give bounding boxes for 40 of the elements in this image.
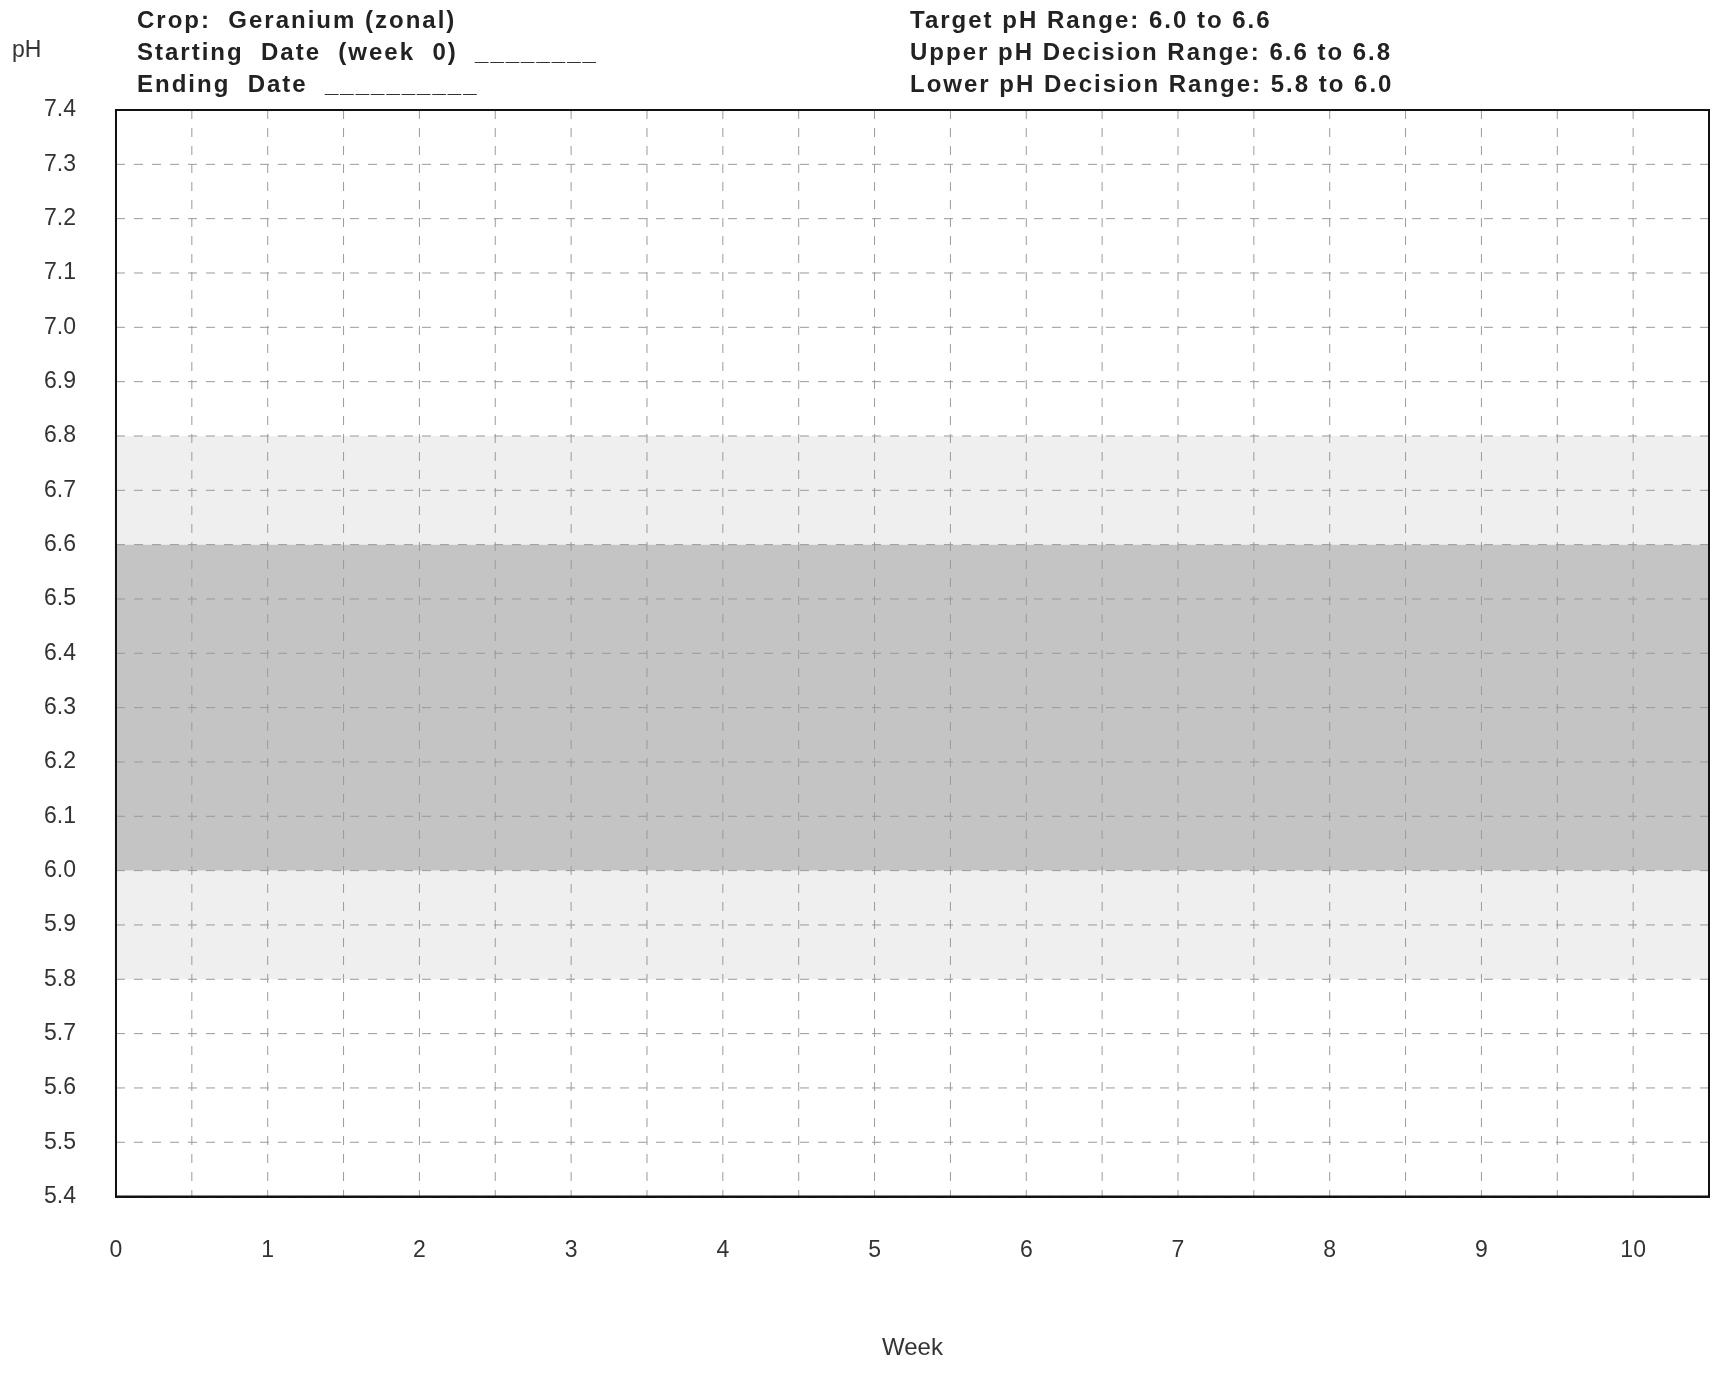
y-tick-label: 5.6 — [43, 1073, 76, 1100]
y-tick-label: 7.4 — [43, 95, 77, 122]
y-tick-label: 6.6 — [43, 529, 76, 556]
text: Lower pH Decision Range: 5.8 to 6.0 — [910, 70, 1394, 98]
x-tick-label: 5 — [868, 1235, 881, 1262]
y-tick-label: 6.4 — [43, 638, 77, 665]
y-tick-label: 7.2 — [43, 204, 76, 230]
x-tick-label: 9 — [1475, 1235, 1488, 1262]
y-tick-label: 7.1 — [43, 258, 76, 285]
y-tick-label: 6.0 — [43, 855, 76, 882]
y-tick-label: 6.2 — [43, 747, 76, 774]
y-tick-label: 5.5 — [43, 1127, 76, 1154]
x-axis-title: Week — [882, 1333, 944, 1361]
y-tick-label: 7.0 — [43, 312, 76, 339]
y-tick-label: 6.8 — [43, 421, 76, 448]
text: Crop: Geranium (zonal) — [137, 6, 457, 34]
y-tick-label: 7.3 — [43, 149, 76, 176]
y-tick-label: 6.5 — [43, 584, 76, 611]
y-axis-title: pH — [12, 36, 42, 63]
x-tick-label: 2 — [413, 1235, 426, 1262]
x-tick-label: 6 — [1019, 1235, 1033, 1262]
x-tick-label: 10 — [1620, 1235, 1646, 1262]
x-tick-label: 0 — [109, 1235, 123, 1262]
y-tick-label: 6.3 — [43, 692, 76, 719]
y-tick-label: 5.7 — [43, 1018, 76, 1045]
y-tick-label: 5.4 — [43, 1181, 77, 1208]
y-tick-label: 6.7 — [43, 475, 76, 502]
text: Ending Date __________ — [137, 70, 479, 98]
x-tick-label: 8 — [1323, 1235, 1337, 1262]
y-tick-label: 6.9 — [43, 366, 76, 393]
text: Upper pH Decision Range: 6.6 to 6.8 — [910, 38, 1393, 66]
x-tick-label: 1 — [261, 1235, 275, 1262]
y-tick-label: 5.8 — [43, 964, 76, 991]
y-tick-label: 6.1 — [43, 801, 76, 828]
text: Target pH Range: 6.0 to 6.6 — [910, 6, 1272, 34]
text: Starting Date (week 0) ________ — [137, 38, 598, 66]
x-tick-label: 4 — [716, 1235, 730, 1262]
x-tick-label: 7 — [1171, 1235, 1185, 1262]
y-tick-label: 5.9 — [43, 910, 76, 937]
x-tick-label: 3 — [564, 1235, 578, 1262]
